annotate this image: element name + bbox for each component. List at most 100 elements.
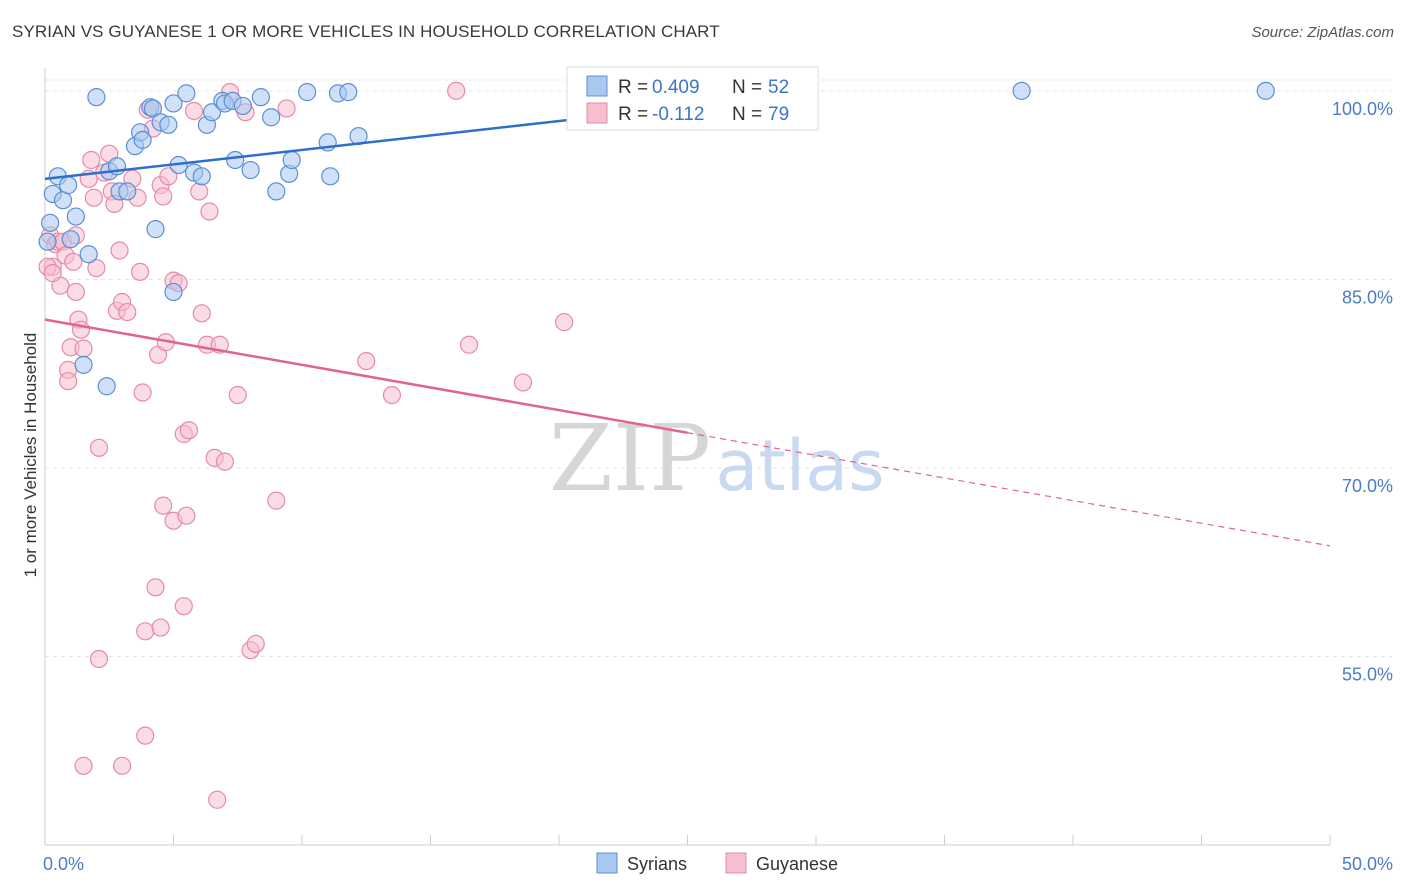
- correlation-legend: R = 0.409 N = 52 R = -0.112 N = 79: [566, 66, 819, 131]
- guyanese-point: [184, 101, 204, 121]
- syrians-point: [41, 213, 60, 232]
- syrians-point: [177, 84, 196, 103]
- y-tick-label: 55.0%: [1342, 664, 1393, 684]
- syrians-point: [74, 355, 93, 374]
- legend-syrians-r-value: 0.409: [652, 77, 700, 98]
- y-axis-title: 1 or more Vehicles in Household: [21, 333, 40, 578]
- guyanese-point: [177, 506, 196, 525]
- guyanese-point: [228, 385, 247, 405]
- guyanese-point: [179, 421, 199, 440]
- syrians-point: [233, 96, 252, 116]
- guyanese-point: [190, 182, 209, 201]
- syrians-point: [282, 150, 301, 170]
- guyanese-point: [151, 618, 170, 637]
- syrians-point: [159, 115, 178, 134]
- guyanese-point: [133, 383, 152, 402]
- syrians-point: [241, 160, 260, 180]
- guyanese-point: [110, 241, 129, 260]
- guyanese-point: [74, 339, 93, 358]
- guyanese-point: [154, 496, 173, 515]
- legend-box: [566, 66, 819, 131]
- guyanese-point: [118, 302, 137, 322]
- legend-guyanese-swatch: [586, 102, 608, 124]
- syrians-point: [164, 94, 183, 113]
- series-syrians-points: [38, 81, 1275, 396]
- guyanese-point: [277, 99, 296, 118]
- watermark-atlas: atlas: [715, 425, 884, 507]
- guyanese-point: [59, 372, 78, 391]
- guyanese-point: [89, 438, 109, 457]
- guyanese-point: [200, 202, 219, 221]
- bottom-legend-syrians-label[interactable]: Syrians: [627, 854, 687, 874]
- syrians-point: [164, 282, 183, 302]
- syrians-point: [251, 88, 270, 107]
- x-tick-label: 0.0%: [43, 854, 84, 874]
- guyanese-point: [130, 262, 150, 281]
- syrians-point: [79, 245, 98, 264]
- guyanese-point: [555, 313, 574, 332]
- syrians-point: [146, 220, 165, 239]
- guyanese-point: [43, 264, 62, 283]
- watermark: ZIP atlas: [549, 405, 885, 512]
- guyanese-point: [357, 351, 376, 371]
- guyanese-point: [174, 597, 193, 616]
- guyanese-point: [246, 634, 265, 653]
- syrians-point: [1012, 81, 1031, 100]
- syrians-point: [143, 99, 163, 118]
- syrians-point: [226, 150, 245, 170]
- guyanese-point: [382, 385, 402, 405]
- guyanese-point: [89, 649, 109, 669]
- syrians-point: [267, 182, 286, 201]
- bottom-legend-guyanese-swatch[interactable]: [725, 852, 747, 874]
- guyanese-point: [87, 258, 106, 278]
- guyanese-point: [136, 726, 155, 745]
- bottom-legend-guyanese-label[interactable]: Guyanese: [756, 854, 838, 874]
- legend-syrians-n-label: N =: [732, 77, 762, 98]
- legend-guyanese-n-label: N =: [732, 104, 762, 125]
- guyanese-point: [112, 756, 132, 775]
- syrians-point: [59, 176, 78, 195]
- guyanese-point: [146, 578, 165, 597]
- guyanese-point: [447, 81, 466, 100]
- legend-syrians-r-label: R =: [618, 77, 648, 98]
- guyanese-trend-line: [44, 318, 688, 434]
- guyanese-point: [66, 282, 85, 302]
- syrians-point: [192, 167, 211, 186]
- y-tick-label: 70.0%: [1342, 476, 1393, 496]
- guyanese-point: [64, 252, 83, 271]
- syrians-point: [339, 83, 358, 102]
- syrians-point: [38, 232, 57, 251]
- watermark-zip: ZIP: [549, 405, 711, 512]
- guyanese-point: [208, 790, 227, 809]
- series-legend[interactable]: Syrians Guyanese: [596, 852, 838, 874]
- y-tick-label: 85.0%: [1342, 287, 1393, 307]
- legend-guyanese-n-value: 79: [768, 104, 789, 125]
- chart-source: Source: ZipAtlas.com: [1251, 24, 1394, 41]
- guyanese-point: [159, 167, 178, 186]
- syrians-point: [66, 207, 85, 226]
- syrians-point: [118, 182, 137, 201]
- guyanese-point: [82, 150, 101, 170]
- guyanese-point: [215, 452, 234, 471]
- syrians-point: [133, 130, 152, 149]
- syrians-point: [87, 88, 106, 107]
- chart-title: SYRIAN VS GUYANESE 1 OR MORE VEHICLES IN…: [12, 22, 720, 41]
- syrians-point: [262, 108, 281, 127]
- guyanese-point: [267, 491, 286, 510]
- bottom-legend-syrians-swatch[interactable]: [596, 852, 618, 874]
- syrians-point: [1256, 81, 1275, 100]
- guyanese-point: [136, 622, 155, 641]
- guyanese-point: [154, 187, 173, 206]
- guyanese-trend-extension: [687, 432, 1331, 547]
- guyanese-point: [513, 373, 533, 392]
- y-tick-label: 100.0%: [1332, 99, 1393, 119]
- syrians-point: [53, 191, 73, 210]
- syrians-point: [202, 103, 222, 122]
- syrians-point: [97, 377, 116, 396]
- guyanese-point: [192, 304, 211, 323]
- legend-syrians-n-value: 52: [768, 77, 789, 98]
- guyanese-point: [84, 188, 103, 207]
- syrians-point: [61, 230, 80, 249]
- legend-syrians-swatch: [586, 75, 608, 97]
